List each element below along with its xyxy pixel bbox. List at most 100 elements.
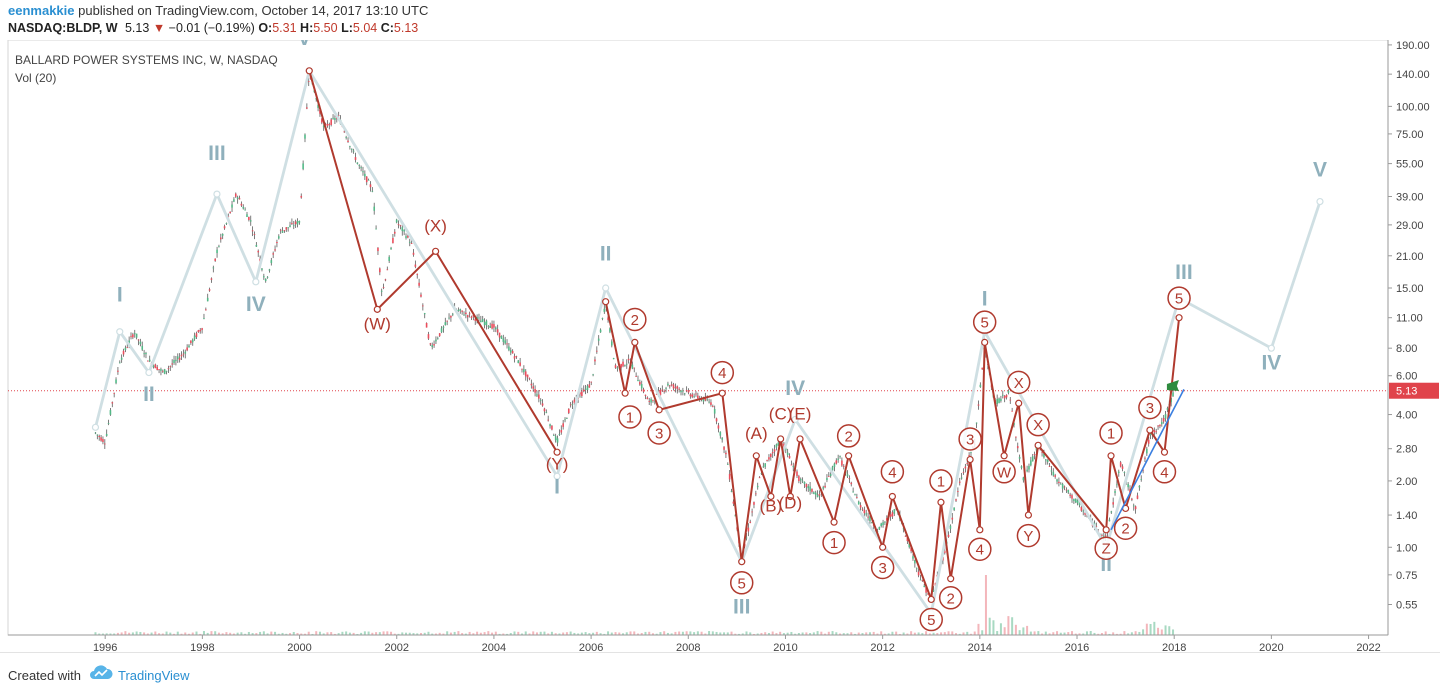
wave-label-grey: III (733, 596, 751, 619)
candle-body (223, 226, 226, 229)
volume-bar (891, 631, 894, 635)
candle-body (122, 350, 125, 355)
candle-body (442, 326, 445, 329)
volume-bar (240, 632, 243, 635)
wave-point (1160, 448, 1169, 456)
candle-body (328, 124, 331, 125)
candle-body (1030, 460, 1032, 466)
volume-bar (214, 631, 217, 635)
wave-label-grey: III (1175, 261, 1193, 284)
candle-body (199, 329, 202, 332)
candle-body (405, 236, 407, 238)
candle-body (367, 179, 370, 181)
volume-bar (872, 631, 875, 635)
price-chart[interactable]: BALLARD POWER SYSTEMS INC, W, NASDAQ Vol… (0, 40, 1440, 652)
candle-body (925, 587, 927, 593)
author-link[interactable]: eenmakkie (8, 3, 75, 18)
candle-body (407, 235, 409, 238)
volume-bar (797, 633, 800, 635)
volume-bar (521, 633, 524, 635)
candle-body (236, 197, 239, 200)
candle-body (1104, 535, 1107, 537)
candle-body (1069, 494, 1071, 496)
candle-body (571, 404, 574, 406)
tradingview-brand-link[interactable]: TradingView (118, 668, 190, 683)
candle-body (955, 499, 957, 501)
candle-body (771, 451, 774, 454)
candle-body (509, 350, 512, 353)
candle-body (1114, 491, 1116, 493)
candle-body (491, 323, 493, 329)
volume-bar (846, 633, 849, 635)
candle-body (661, 389, 664, 391)
candle-body (324, 123, 327, 125)
wave-point (655, 406, 663, 414)
wave-point (1107, 452, 1115, 460)
volume-bar (345, 631, 348, 635)
candle-body (322, 125, 325, 128)
wave-point (553, 472, 561, 480)
candle-body (659, 389, 662, 396)
candle-body (1005, 394, 1008, 398)
volume-bar (494, 631, 497, 635)
candle-body (923, 585, 926, 587)
candle-body (1123, 472, 1126, 473)
candle-body (169, 366, 172, 367)
candle-body (919, 579, 922, 581)
volume-legend: Vol (20) (15, 71, 56, 85)
volume-bar (1014, 624, 1017, 635)
candle-body (917, 571, 920, 576)
volume-bar (326, 632, 329, 635)
candle-body (886, 518, 888, 521)
volume-bar (1007, 616, 1010, 635)
circled-wave-label: Z (1102, 541, 1111, 558)
candle-body (281, 230, 284, 233)
candle-body (1000, 398, 1002, 401)
circled-wave-marker (880, 460, 905, 484)
wave-label-grey: I (554, 476, 560, 499)
wave-point (1000, 452, 1008, 460)
volume-bar (247, 631, 250, 635)
candle-body (190, 340, 192, 344)
candle-body (1157, 425, 1159, 427)
candle-body (539, 399, 542, 401)
volume-bar (274, 631, 277, 635)
circled-wave-marker (822, 530, 846, 555)
volume-bar (1168, 626, 1171, 635)
candle-body (710, 402, 712, 405)
volume-bar (756, 633, 759, 635)
volume-bar (333, 633, 336, 635)
volume-bar (824, 633, 827, 635)
candle-body (386, 269, 389, 271)
candle-body (713, 409, 716, 414)
candle-body (721, 437, 723, 440)
candle-body (524, 371, 527, 377)
circled-wave-label: 5 (738, 575, 746, 592)
volume-bar (943, 632, 946, 635)
circled-wave-label: 2 (1121, 521, 1129, 538)
volume-bar (947, 631, 950, 635)
candle-body (558, 433, 561, 435)
candle-body (302, 163, 304, 170)
candle-body (294, 221, 297, 225)
wave-point (305, 67, 313, 75)
candle-body (201, 328, 203, 330)
candle-body (263, 276, 265, 278)
volume-bar (992, 620, 995, 635)
volume-bar (143, 632, 146, 635)
candle-body (203, 318, 205, 320)
volume-bar (711, 631, 714, 635)
candle-body (1110, 511, 1113, 513)
publish-line: eenmakkie published on TradingView.com, … (8, 3, 428, 18)
candle-body (483, 321, 486, 326)
x-tick-label: 1996 (93, 642, 117, 652)
candle-body (218, 246, 220, 248)
candle-body (678, 388, 680, 390)
candle-body (915, 567, 918, 569)
candle-body (811, 488, 813, 492)
candle-body (115, 379, 117, 384)
y-tick-label: 6.00 (1396, 371, 1417, 383)
candle-body (670, 384, 673, 386)
volume-bar (382, 631, 385, 635)
candle-body (854, 494, 856, 496)
